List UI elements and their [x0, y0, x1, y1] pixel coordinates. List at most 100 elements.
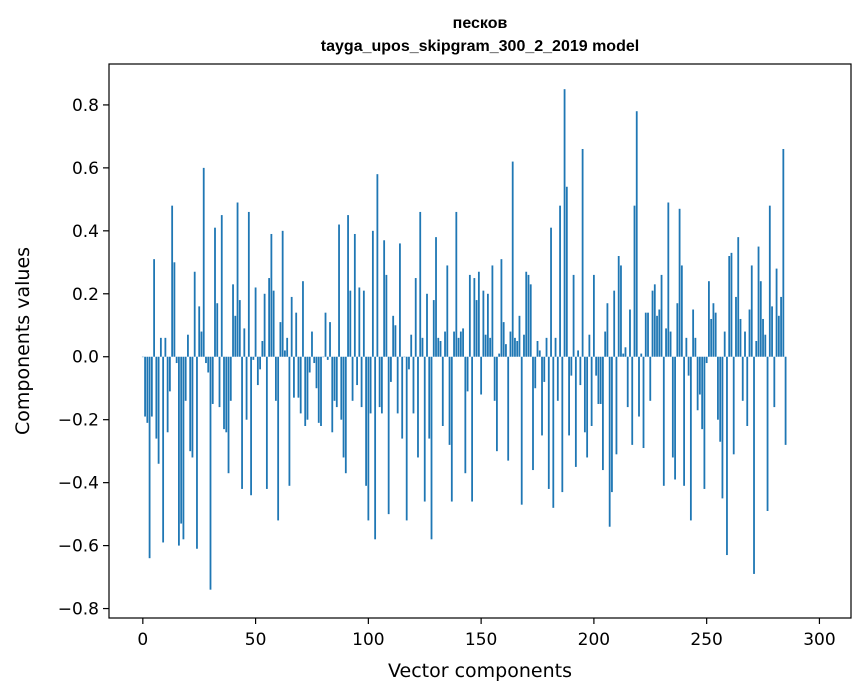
- bar: [261, 341, 264, 357]
- bar: [148, 356, 151, 559]
- bar: [482, 290, 485, 357]
- bar: [202, 167, 205, 357]
- bar: [245, 356, 248, 420]
- bar: [525, 271, 528, 357]
- bar: [439, 341, 442, 357]
- bar: [644, 312, 647, 357]
- bar: [324, 312, 327, 357]
- bar: [620, 265, 622, 357]
- y-tick-label: 0.6: [72, 159, 99, 179]
- chart-title: песков: [453, 15, 508, 32]
- y-axis-ticks: −0.8 −0.6 −0.4 −0.2 0.0 0.2 0.4 0.6 0.8: [58, 96, 109, 620]
- bar: [243, 328, 246, 357]
- bar: [155, 356, 158, 439]
- bar: [175, 356, 178, 364]
- bar: [683, 356, 685, 486]
- bar: [572, 274, 575, 357]
- bar: [622, 353, 625, 357]
- bar: [489, 337, 492, 357]
- bar: [577, 350, 579, 357]
- bar: [426, 293, 428, 357]
- bar: [547, 356, 550, 489]
- bar: [748, 309, 751, 357]
- y-tick-label: 0.8: [72, 96, 99, 116]
- bar: [227, 356, 230, 474]
- bar: [320, 356, 322, 426]
- bar: [414, 278, 417, 357]
- bar: [173, 262, 176, 357]
- bar: [392, 315, 395, 357]
- bar: [277, 356, 280, 521]
- bar: [543, 356, 546, 382]
- bar: [732, 356, 735, 455]
- bar: [410, 334, 413, 357]
- bar: [486, 293, 489, 357]
- bar: [550, 227, 552, 357]
- bar: [252, 356, 255, 360]
- bar: [205, 356, 207, 364]
- bar: [178, 356, 180, 546]
- bar: [209, 356, 212, 590]
- bar: [701, 356, 704, 430]
- x-axis-ticks: 0 50 100 150 200 250 300: [137, 618, 836, 650]
- bar: [568, 356, 570, 436]
- bar: [496, 356, 498, 452]
- bar: [771, 306, 773, 357]
- bar: [412, 356, 415, 414]
- bar: [184, 356, 187, 401]
- bar: [692, 309, 695, 357]
- bar: [669, 331, 672, 357]
- bar: [615, 356, 618, 455]
- bar: [710, 318, 713, 357]
- bar: [216, 303, 219, 357]
- bar: [263, 293, 266, 357]
- bar: [417, 356, 419, 458]
- bar: [297, 356, 300, 398]
- bar: [365, 356, 367, 486]
- bar: [315, 356, 318, 389]
- bar: [362, 290, 365, 357]
- bar: [685, 337, 688, 357]
- bar: [446, 265, 449, 357]
- bar: [480, 356, 483, 395]
- bar: [588, 334, 591, 357]
- bar: [741, 356, 744, 401]
- bar: [507, 356, 510, 461]
- bar: [649, 356, 652, 401]
- bar: [775, 268, 778, 357]
- bar: [457, 337, 460, 357]
- bar: [146, 356, 149, 423]
- bar: [592, 274, 595, 357]
- bar: [696, 356, 699, 411]
- bar: [667, 202, 670, 357]
- bar: [317, 356, 320, 423]
- bar: [473, 278, 476, 357]
- bar: [455, 211, 458, 357]
- bar: [554, 337, 557, 357]
- bar: [635, 111, 638, 357]
- bar: [302, 281, 304, 357]
- bar: [232, 284, 234, 357]
- bar: [342, 356, 345, 458]
- bar: [254, 287, 257, 357]
- x-tick-label: 300: [803, 630, 835, 650]
- bar: [651, 290, 654, 357]
- bar: [755, 341, 758, 357]
- bar: [423, 356, 426, 502]
- bar: [326, 356, 329, 360]
- bar: [329, 322, 331, 357]
- bar: [714, 312, 717, 357]
- bar: [484, 334, 487, 357]
- bar: [608, 356, 611, 527]
- bar: [712, 303, 715, 357]
- bar: [191, 356, 194, 458]
- bar: [374, 356, 377, 540]
- bar: [279, 322, 282, 357]
- bar: [514, 337, 516, 357]
- bar: [674, 356, 676, 480]
- bar: [739, 318, 742, 357]
- bar: [256, 356, 259, 386]
- bar: [678, 208, 681, 357]
- bar: [351, 356, 354, 401]
- bar: [448, 356, 451, 445]
